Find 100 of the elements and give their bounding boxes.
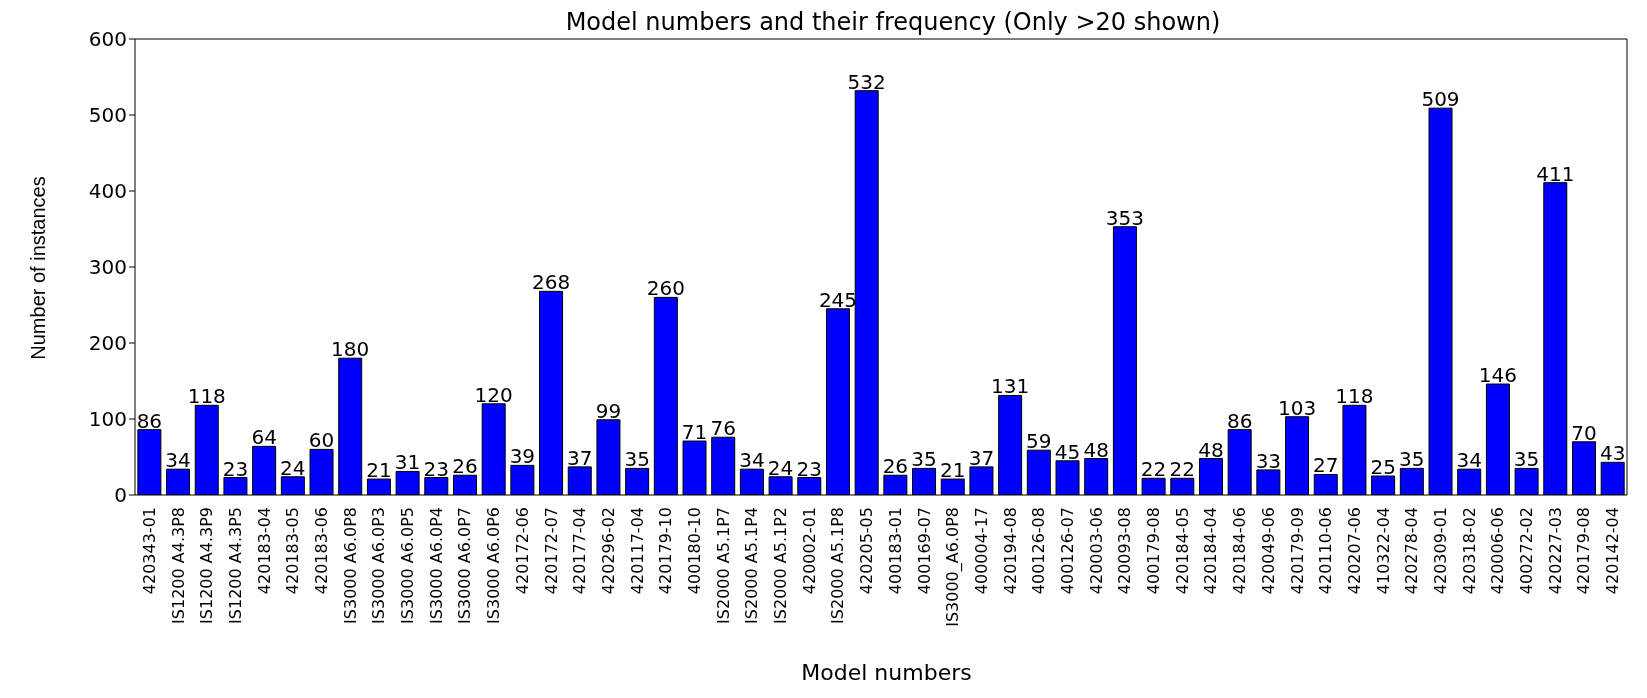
x-tick-label: 420142-04 — [1603, 507, 1623, 595]
y-tick-label: 0 — [114, 483, 127, 508]
y-tick-label: 100 — [88, 407, 127, 432]
x-tick-label: 400272-02 — [1517, 507, 1537, 595]
x-tick-label: 420110-06 — [1316, 507, 1336, 595]
data-label: 86 — [1226, 408, 1253, 433]
data-label: 70 — [1571, 420, 1597, 445]
x-tick-label: 420002-01 — [799, 507, 819, 595]
data-label: 268 — [531, 270, 571, 295]
x-tick-label: IS2000 A5.1P8 — [828, 507, 848, 624]
x-tick-label: 420049-06 — [1258, 507, 1278, 595]
x-tick-label: IS1200 A4.3P9 — [197, 507, 217, 624]
x-tick-label: 420296-02 — [598, 507, 618, 595]
data-label: 34 — [739, 448, 765, 473]
data-label: 532 — [847, 69, 886, 94]
data-label: 37 — [968, 445, 995, 470]
x-tick-label: IS1200 A4.3P5 — [225, 507, 245, 624]
data-label: 34 — [1456, 448, 1482, 473]
x-tick-label: 400126-07 — [1058, 507, 1077, 595]
data-label: 71 — [681, 420, 708, 445]
data-label: 509 — [1421, 87, 1460, 112]
x-tick-label: 400169-07 — [914, 507, 934, 595]
data-label: 34 — [165, 448, 191, 473]
x-tick-label: 420309-01 — [1431, 507, 1450, 595]
data-label: 25 — [1370, 455, 1396, 479]
data-label: 120 — [474, 382, 513, 407]
x-tick-label: 420184-05 — [1172, 507, 1192, 595]
data-label: 411 — [1536, 161, 1575, 186]
x-tick-label: 420177-04 — [570, 507, 590, 595]
y-axis-title: Number of instances — [26, 176, 50, 360]
x-tick-label: IS1200 A4.3P8 — [168, 507, 188, 624]
x-tick-label: 400004-17 — [971, 507, 991, 595]
data-label: 23 — [423, 456, 450, 481]
x-tick-label: 420318-02 — [1459, 507, 1479, 595]
data-label: 24 — [767, 455, 794, 480]
x-tick-label: 420179-10 — [656, 507, 676, 595]
x-tick-label: IS3000 A6.0P8 — [340, 507, 360, 624]
data-label: 23 — [222, 456, 249, 481]
x-tick-label: 420183-06 — [312, 507, 331, 595]
x-tick-label: 420093-08 — [1115, 507, 1135, 595]
data-label: 31 — [394, 450, 421, 475]
data-label: 60 — [308, 428, 335, 453]
data-label: 26 — [452, 454, 478, 479]
data-label: 76 — [710, 416, 736, 441]
data-label: 21 — [940, 458, 966, 483]
x-tick-label: 420205-05 — [857, 507, 877, 595]
data-label: 26 — [882, 454, 909, 479]
x-tick-label: 410322-04 — [1373, 507, 1393, 595]
data-label: 35 — [624, 447, 650, 472]
y-tick-label: 200 — [88, 331, 127, 356]
data-label: 64 — [251, 425, 277, 450]
data-label: 353 — [1105, 205, 1144, 230]
data-label: 21 — [366, 458, 392, 483]
data-label: 43 — [1599, 441, 1626, 466]
data-label: 146 — [1478, 363, 1517, 388]
data-label: 24 — [280, 455, 306, 480]
data-label: 22 — [1169, 457, 1196, 482]
x-tick-label: 400180-10 — [685, 507, 704, 595]
x-tick-label: 400179-08 — [1144, 507, 1164, 595]
y-tick-label: 400 — [88, 179, 127, 204]
x-tick-label: 420179-08 — [1574, 507, 1594, 595]
data-label: 103 — [1277, 395, 1317, 420]
data-label: 118 — [187, 384, 226, 409]
x-tick-label: 420184-04 — [1201, 507, 1221, 595]
x-tick-label: 420179-09 — [1287, 507, 1307, 595]
x-tick-label: 400183-01 — [885, 507, 905, 595]
data-label: 99 — [595, 398, 622, 423]
x-tick-label: IS3000 A6.0P7 — [455, 507, 475, 624]
x-tick-label: 420227-03 — [1545, 507, 1565, 595]
data-label: 131 — [991, 374, 1030, 399]
data-label: 260 — [646, 276, 685, 301]
data-label: 35 — [1513, 447, 1540, 472]
x-tick-label: 420184-06 — [1230, 507, 1250, 595]
chart-title: Model numbers and their frequency (Only >20 shown) — [565, 8, 1221, 36]
data-label: 27 — [1313, 453, 1339, 478]
x-tick-label: IS3000 A6.0P5 — [398, 507, 418, 624]
data-label: 45 — [1054, 439, 1081, 464]
data-label: 48 — [1198, 437, 1224, 462]
x-tick-label: 420207-06 — [1344, 507, 1364, 595]
y-tick-label: 500 — [88, 103, 127, 128]
data-label: 59 — [1026, 429, 1052, 454]
data-label: 180 — [331, 337, 370, 362]
x-tick-label: 420003-06 — [1086, 507, 1106, 595]
x-tick-label: 420172-07 — [541, 507, 561, 595]
data-label: 118 — [1335, 384, 1374, 409]
y-tick-label: 300 — [88, 255, 127, 280]
data-label: 33 — [1255, 448, 1282, 473]
x-axis-title: Model numbers — [800, 660, 973, 685]
x-tick-label: IS2000 A5.1P4 — [742, 507, 762, 624]
x-tick-label: 400126-08 — [1029, 507, 1049, 595]
x-tick-label: 420194-08 — [1000, 507, 1020, 595]
data-label: 48 — [1083, 437, 1109, 462]
x-tick-label: IS3000 A6.0P3 — [369, 507, 389, 624]
y-tick-label: 600 — [88, 27, 127, 52]
x-tick-label: 420006-06 — [1488, 507, 1508, 595]
x-tick-label: 420183-05 — [283, 507, 303, 595]
data-label: 35 — [1399, 447, 1425, 472]
x-tick-label: IS2000 A5.1P2 — [771, 507, 791, 624]
x-tick-label: IS2000 A5.1P7 — [713, 507, 733, 624]
data-label: 37 — [567, 445, 593, 470]
